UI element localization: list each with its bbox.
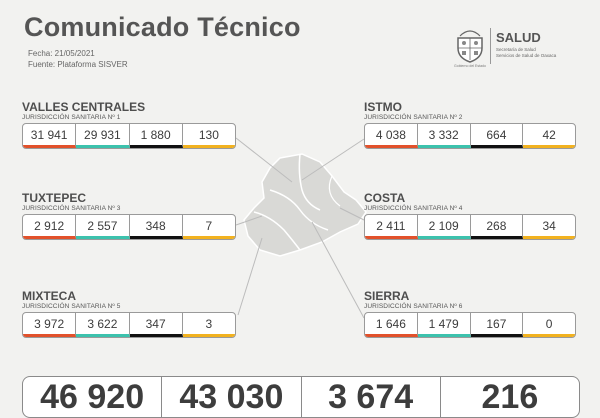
region-name: COSTA xyxy=(364,191,406,205)
region-stats: 1 646 1 479 167 0 xyxy=(364,312,576,338)
recovered-value: 3 622 xyxy=(76,313,130,337)
total-recovered: 43 030 xyxy=(162,377,302,417)
total-active: 216 xyxy=(481,378,539,416)
region-valles-centrales: VALLES CENTRALES JURISDICCIÓN SANITARIA … xyxy=(22,101,236,149)
region-subtitle: JURISDICCIÓN SANITARIA Nº 2 xyxy=(364,114,463,121)
region-stats: 4 038 3 332 664 42 xyxy=(364,123,576,149)
totals-bar: 46 920 43 030 3 674 216 xyxy=(22,376,580,418)
logo-subtitle: Secretaría de Salud xyxy=(496,47,536,52)
report-source: Fuente: Plataforma SISVER xyxy=(28,60,128,69)
oaxaca-map xyxy=(243,153,367,257)
recovered-value: 2 109 xyxy=(417,215,471,239)
confirmed-value: 31 941 xyxy=(23,124,77,148)
active-value: 3 xyxy=(182,313,235,337)
recovered-value: 29 931 xyxy=(76,124,130,148)
map-shape xyxy=(243,153,367,257)
active-value: 42 xyxy=(523,124,575,148)
confirmed-value: 2 411 xyxy=(365,215,418,239)
confirmed-value: 3 972 xyxy=(23,313,77,337)
region-name: ISTMO xyxy=(364,100,402,114)
region-stats: 31 941 29 931 1 880 130 xyxy=(22,123,236,149)
total-deaths: 3 674 xyxy=(302,377,441,417)
region-stats: 3 972 3 622 347 3 xyxy=(22,312,236,338)
region-mixteca: MIXTECA JURISDICCIÓN SANITARIA Nº 5 3 97… xyxy=(22,290,236,338)
logo-name: SALUD xyxy=(496,30,541,45)
region-istmo: ISTMO JURISDICCIÓN SANITARIA Nº 2 4 038 … xyxy=(364,101,576,149)
region-subtitle: JURISDICCIÓN SANITARIA Nº 6 xyxy=(364,303,463,310)
active-value: 130 xyxy=(182,124,235,148)
state-seal-icon xyxy=(457,30,483,63)
recovered-value: 3 332 xyxy=(417,124,471,148)
deaths-value: 664 xyxy=(470,124,524,148)
region-stats: 2 411 2 109 268 34 xyxy=(364,214,576,240)
recovered-value: 1 479 xyxy=(417,313,471,337)
region-stats: 2 912 2 557 348 7 xyxy=(22,214,236,240)
confirmed-value: 1 646 xyxy=(365,313,418,337)
confirmed-value: 2 912 xyxy=(23,215,77,239)
region-name: MIXTECA xyxy=(22,289,76,303)
region-subtitle: JURISDICCIÓN SANITARIA Nº 3 xyxy=(22,205,121,212)
report-date: Fecha: 21/05/2021 xyxy=(28,49,95,58)
recovered-value: 2 557 xyxy=(76,215,130,239)
deaths-value: 1 880 xyxy=(129,124,183,148)
page-title: Comunicado Técnico xyxy=(24,12,301,42)
deaths-value: 347 xyxy=(129,313,183,337)
confirmed-value: 4 038 xyxy=(365,124,418,148)
region-tuxtepec: TUXTEPEC JURISDICCIÓN SANITARIA Nº 3 2 9… xyxy=(22,192,236,240)
region-subtitle: JURISDICCIÓN SANITARIA Nº 1 xyxy=(22,114,121,121)
region-name: TUXTEPEC xyxy=(22,191,87,205)
region-name: VALLES CENTRALES xyxy=(22,100,146,114)
total-confirmed: 46 920 xyxy=(23,377,163,417)
region-subtitle: JURISDICCIÓN SANITARIA Nº 5 xyxy=(22,303,121,310)
deaths-value: 167 xyxy=(470,313,524,337)
region-costa: COSTA JURISDICCIÓN SANITARIA Nº 4 2 411 … xyxy=(364,192,576,240)
seal-caption: Gobierno del Estado xyxy=(454,64,486,68)
region-name: SIERRA xyxy=(364,289,410,303)
region-sierra: SIERRA JURISDICCIÓN SANITARIA Nº 6 1 646… xyxy=(364,290,576,338)
salud-logo: Gobierno del Estado SALUD Secretaría de … xyxy=(452,24,582,74)
deaths-value: 268 xyxy=(470,215,524,239)
deaths-value: 348 xyxy=(129,215,183,239)
active-value: 0 xyxy=(523,313,575,337)
logo-divider xyxy=(490,28,491,64)
active-value: 7 xyxy=(182,215,235,239)
region-subtitle: JURISDICCIÓN SANITARIA Nº 4 xyxy=(364,205,463,212)
active-value: 34 xyxy=(523,215,575,239)
logo-subtitle-2: Servicios de Salud de Oaxaca xyxy=(496,53,557,58)
